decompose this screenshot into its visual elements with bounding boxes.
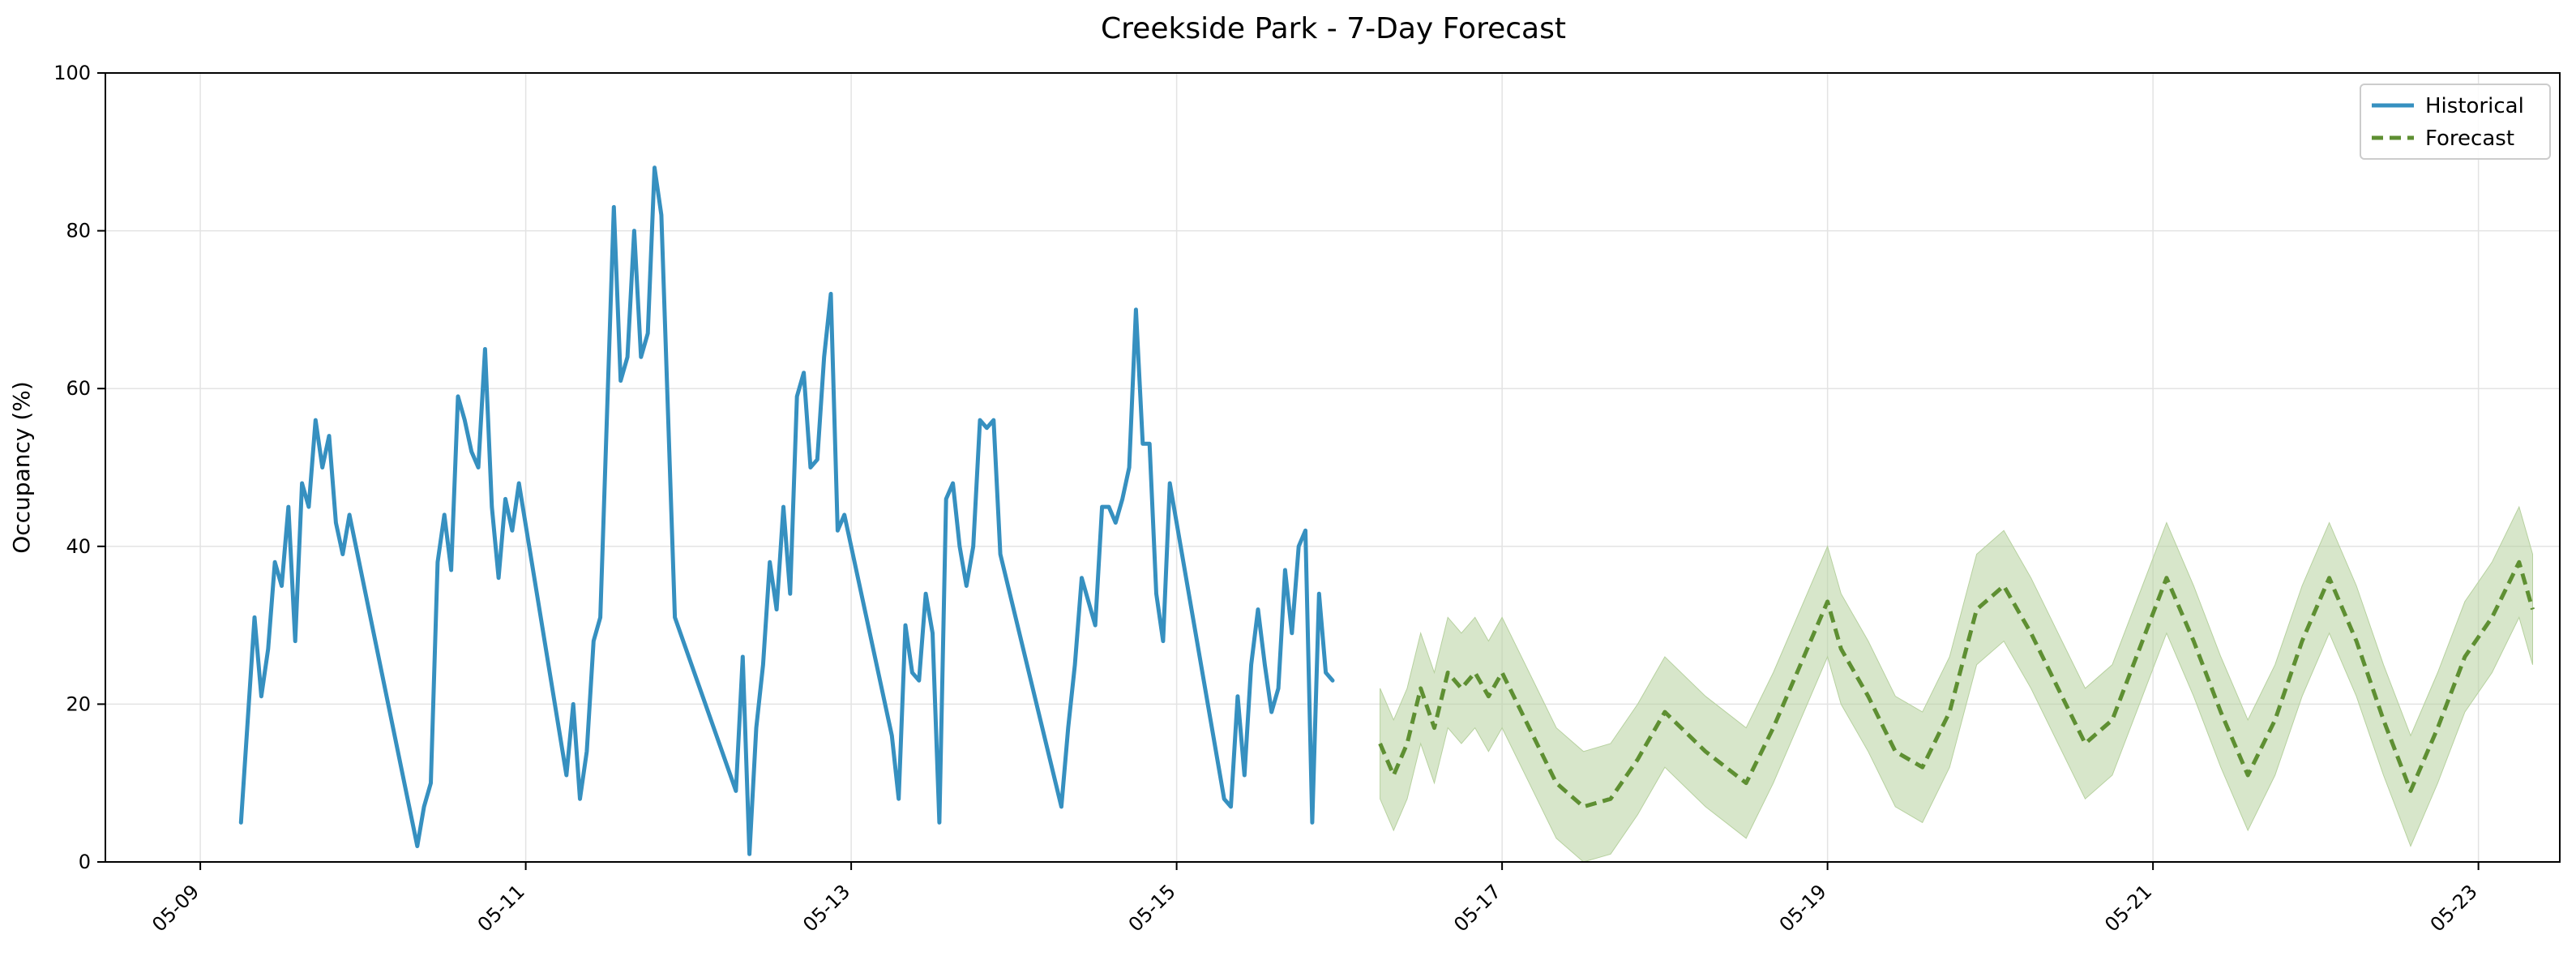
legend-box: [2360, 84, 2551, 160]
forecast-series-line: [1378, 559, 2535, 809]
y-tick-label: 20: [66, 692, 91, 715]
plot-frame: [105, 72, 2561, 863]
y-tick-label: 0: [79, 851, 91, 873]
x-tick-label: 05-19: [1775, 880, 1831, 936]
legend-historical-label: Historical: [2425, 94, 2524, 118]
x-tick-label: 05-23: [2426, 880, 2482, 936]
x-tick-label: 05-13: [798, 880, 854, 936]
y-tick-label: 40: [66, 535, 91, 558]
x-tick-label: 05-09: [148, 880, 203, 936]
x-tick-label: 05-15: [1124, 880, 1180, 936]
historical-series-line: [238, 165, 1335, 856]
grid-lines: [105, 72, 2560, 863]
x-axis-ticks: 05-09 05-11 05-13 05-15 05-17 05-19 05-21 05-23: [148, 862, 2482, 937]
y-tick-label: 80: [66, 220, 91, 242]
series-lines: [238, 165, 2535, 856]
y-axis-label: Occupancy (%): [8, 381, 35, 554]
legend-forecast-label: Forecast: [2425, 126, 2514, 151]
x-tick-label: 05-17: [1449, 880, 1505, 936]
chart-title: Creekside Park - 7-Day Forecast: [1101, 12, 1566, 45]
x-tick-label: 05-21: [2100, 880, 2156, 936]
y-axis-ticks: 0 20 40 60 80 100: [53, 62, 105, 873]
legend: Historical Forecast: [2360, 84, 2551, 160]
x-tick-label: 05-11: [473, 880, 529, 936]
y-tick-label: 100: [53, 62, 91, 84]
y-tick-label: 60: [66, 377, 91, 400]
